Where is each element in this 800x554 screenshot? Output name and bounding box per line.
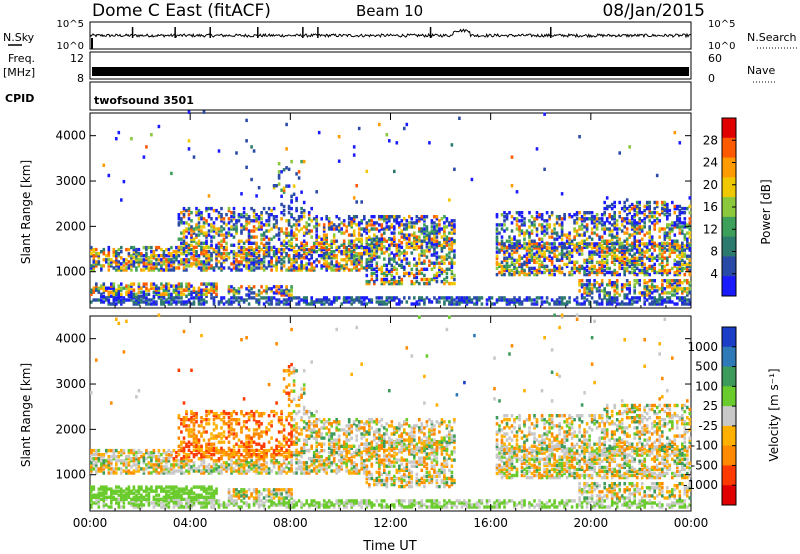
x-tick-label: 12:00 (373, 516, 408, 530)
freq-trace (92, 67, 689, 76)
colorbar-swatch (722, 386, 736, 407)
colorbar-tick-label: 500 (695, 360, 718, 374)
velocity-ylabel: Slant Range [km] (19, 363, 33, 467)
y-tick-label: 1000 (55, 468, 86, 482)
colorbar-swatch (722, 256, 736, 277)
nave-tick-bottom: 0 (708, 72, 715, 85)
freq-label: Freq. (8, 52, 35, 65)
nave-label: Nave (747, 64, 775, 77)
colorbar-swatch (722, 157, 736, 178)
velocity-panel: 4000 3000 2000 1000 00:00 04:00 08:00 12:00 16:… (19, 313, 781, 530)
y-tick-label: 1000 (55, 265, 86, 279)
colorbar-swatch (722, 465, 736, 486)
nsky-tick-bottom: 10^0 (57, 41, 84, 52)
colorbar-tick-label: 4 (710, 267, 718, 281)
x-tick-label: 04:00 (173, 516, 208, 530)
freq-tick-bottom: 8 (77, 72, 84, 85)
freq-unit: [MHz] (3, 66, 35, 79)
power-colorbar: 28 24 20 16 12 8 4 (703, 117, 737, 297)
colorbar-tick-label: 24 (703, 156, 718, 170)
colorbar-swatch (722, 485, 736, 506)
y-tick-label: 2000 (55, 219, 86, 233)
colorbar-tick-label: -25 (698, 419, 718, 433)
colorbar-swatch (722, 197, 736, 218)
nsky-trace (89, 27, 692, 49)
y-tick-label: 3000 (55, 377, 86, 391)
colorbar-swatch (722, 366, 736, 387)
y-tick-label: 4000 (55, 129, 86, 143)
colorbar-swatch (722, 346, 736, 368)
colorbar-swatch (722, 327, 736, 348)
y-tick-label: 4000 (55, 332, 86, 346)
nsky-label: N.Sky (3, 31, 35, 44)
colorbar-tick-label: -500 (691, 458, 718, 472)
velocity-colorbar-label: Velocity [m s⁻¹] (767, 368, 781, 461)
colorbar-tick-label: -100 (691, 439, 718, 453)
velocity-x-axis: 00:00 04:00 08:00 12:00 16:00 20:00 00:00 (73, 316, 709, 530)
power-panel: 4000 3000 2000 1000 Slant Range [km] 28 24 20… (19, 110, 773, 309)
station-title: Dome C East (fitACF) (92, 1, 271, 21)
x-tick-label: 16:00 (473, 516, 508, 530)
nsky-tick-top: 10^5 (57, 19, 84, 30)
velocity-data-cells (90, 313, 692, 509)
cpid-label: CPID (5, 92, 34, 105)
colorbar-tick-label: -1000 (683, 478, 718, 492)
colorbar-swatch (722, 276, 736, 297)
colorbar-swatch (722, 137, 736, 159)
colorbar-tick-label: 100 (695, 379, 718, 393)
colorbar-tick-label: 28 (703, 133, 718, 147)
date-label: 08/Jan/2015 (602, 1, 705, 21)
colorbar-swatch (722, 216, 736, 238)
colorbar-swatch (722, 445, 736, 466)
colorbar-swatch (722, 236, 736, 257)
colorbar-tick-label: 25 (703, 399, 718, 413)
power-y-axis: 4000 3000 2000 1000 (55, 129, 691, 279)
nsearch-tick-bottom: 10^0 (708, 41, 735, 52)
freq-panel: Freq. [MHz] 12 8 60 0 Nave (3, 51, 775, 85)
y-tick-label: 2000 (55, 422, 86, 436)
colorbar-swatch (722, 177, 736, 198)
nsky-panel: N.Sky 10^5 10^0 10^5 10^0 N.Search (3, 19, 797, 52)
x-tick-label: 20:00 (574, 516, 609, 530)
x-tick-label: 08:00 (273, 516, 308, 530)
velocity-y-axis: 4000 3000 2000 1000 (55, 332, 691, 482)
y-tick-label: 3000 (55, 174, 86, 188)
colorbar-tick-label: 20 (703, 178, 718, 192)
x-tick-label: 00:00 (73, 516, 108, 530)
x-axis-title: Time UT (362, 539, 416, 554)
cpid-panel: CPID twofsound 3501 (5, 81, 692, 111)
power-colorbar-label: Power [dB] (759, 179, 773, 244)
colorbar-tick-label: 16 (703, 200, 718, 214)
beam-label: Beam 10 (356, 2, 423, 20)
power-x-axis (89, 113, 692, 308)
colorbar-swatch (722, 406, 736, 427)
nsearch-label: N.Search (747, 31, 797, 44)
power-data-cells (90, 110, 692, 306)
x-tick-label: 00:00 (674, 516, 709, 530)
colorbar-tick-label: 1000 (687, 340, 718, 354)
nsearch-tick-top: 10^5 (708, 19, 735, 30)
cpid-value: twofsound 3501 (94, 94, 194, 107)
freq-tick-top: 12 (70, 52, 84, 65)
power-ylabel: Slant Range [km] (19, 160, 33, 264)
velocity-colorbar: 1000 500 100 25 -25 -100 -500 -1000 (683, 326, 737, 506)
colorbar-tick-label: 12 (703, 222, 718, 236)
colorbar-tick-label: 8 (710, 245, 718, 259)
nave-tick-top: 60 (708, 52, 722, 65)
colorbar-swatch (722, 118, 736, 139)
colorbar-swatch (722, 425, 736, 447)
